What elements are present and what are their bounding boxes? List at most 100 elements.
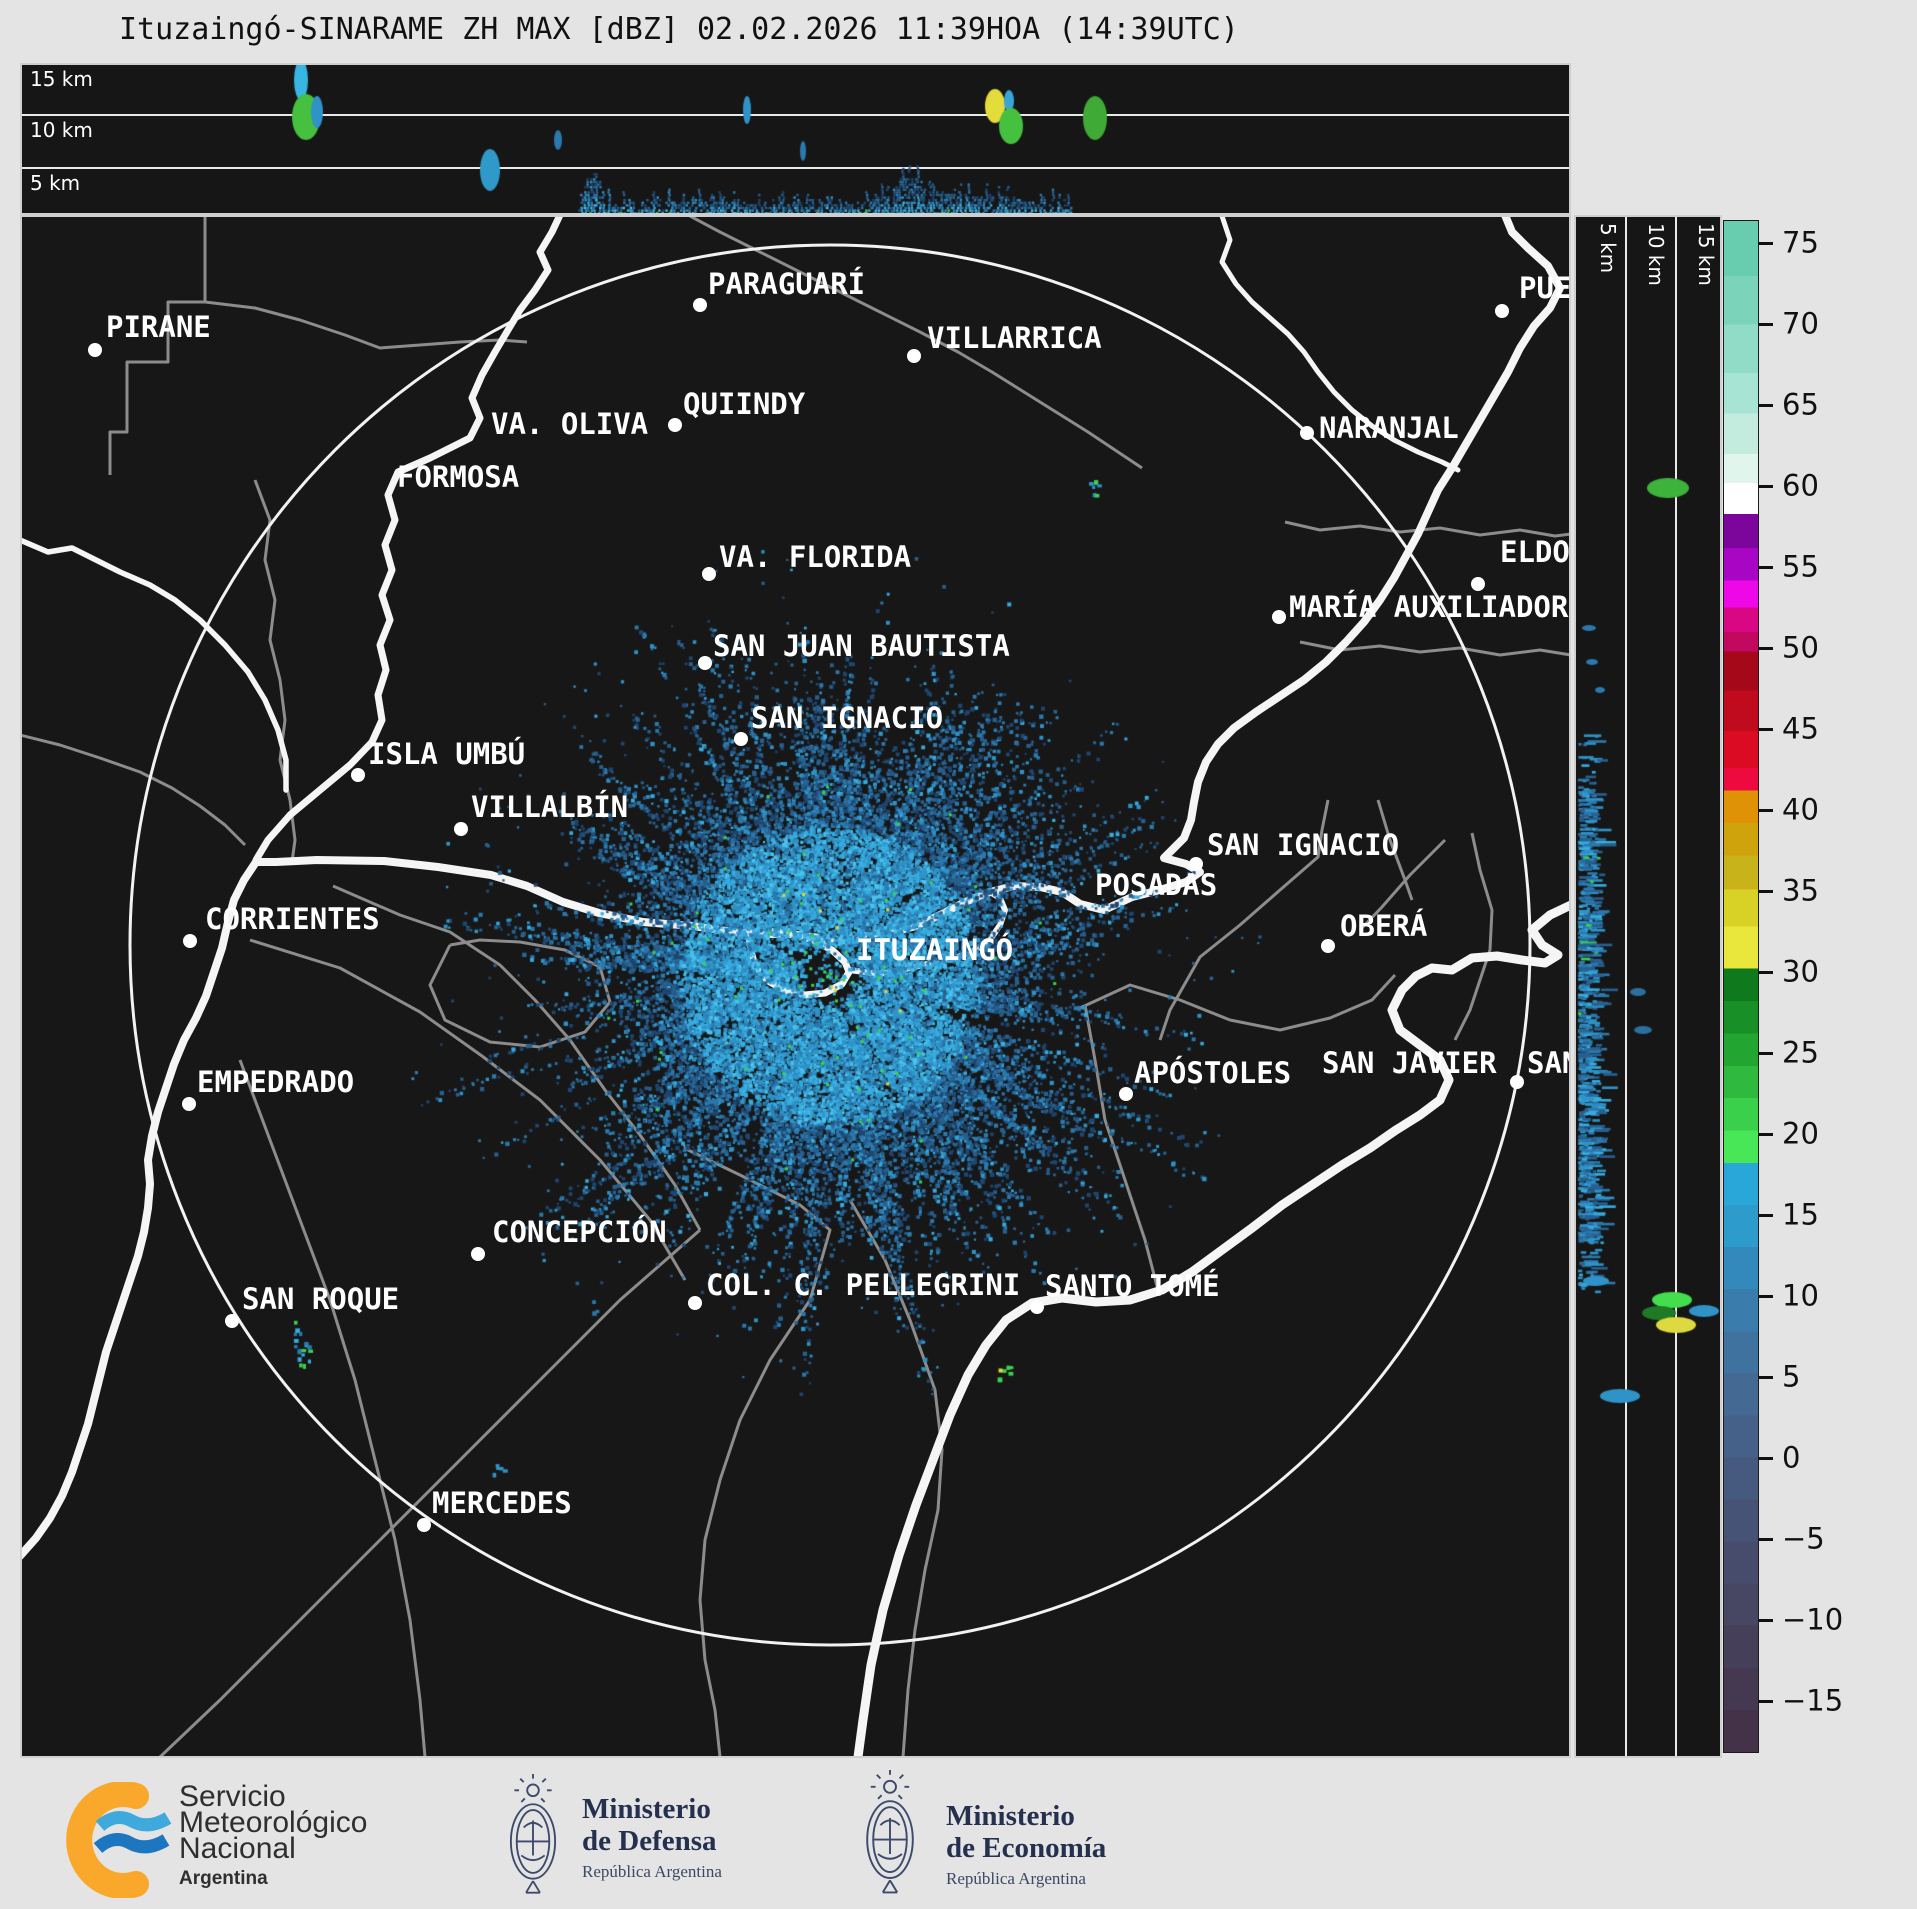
smn-line-2: Meteorológico [179,1806,368,1839]
colorbar-tick [1758,1538,1773,1541]
colorbar-tick-label: −15 [1782,1683,1844,1718]
colorbar-tick [1758,1457,1773,1460]
city-label: VA. OLIVA [491,407,649,441]
city-label: SAN ROQUE [242,1282,400,1316]
colorbar-tick-label: 55 [1782,549,1819,584]
colorbar-tick-label: 30 [1782,954,1819,989]
smn-line-3: Nacional [179,1832,296,1865]
top-panel-label-5km: 5 km [30,171,81,195]
colorbar-tick [1758,323,1773,326]
defensa-line-2: de Defensa [582,1825,717,1857]
smn-line-4: Argentina [179,1868,268,1889]
city-dot [1510,1075,1524,1089]
colorbar-tick-label: 70 [1782,306,1819,341]
colorbar-tick-label: 15 [1782,1197,1819,1232]
city-dot [225,1314,239,1328]
colorbar-tick-label: 20 [1782,1116,1819,1151]
city-dot [182,1097,196,1111]
smn-line-1: Servicio [179,1780,286,1813]
city-dot [471,1247,485,1261]
city-dot [907,349,921,363]
colorbar-tick-label: 0 [1782,1440,1801,1475]
city-label: SAN [1527,1046,1569,1080]
city-dot [417,1518,431,1532]
city-dot [1030,1300,1044,1314]
colorbar-tick [1758,566,1773,569]
city-dot [702,567,716,581]
defensa-coat-of-arms-icon [498,1774,568,1906]
top-panel-echo-layer [22,65,1569,213]
economia-line-2: de Economía [946,1832,1107,1864]
city-label: ISLA UMBÚ [368,737,526,771]
right-cross-section-panel: 5 km 10 km 15 km [1574,215,1722,1758]
city-dot [454,822,468,836]
city-label: OBERÁ [1340,909,1428,943]
city-label: SAN JAVIER [1322,1046,1497,1080]
city-label: CONCEPCIÓN [492,1215,667,1249]
city-dot [734,732,748,746]
city-label: SANTO TOMÉ [1045,1269,1220,1303]
colorbar-tick [1758,809,1773,812]
colorbar-tick [1758,1133,1773,1136]
side-panel-label-5km: 5 km [1596,223,1620,274]
city-label: PARAGUARÍ [708,267,866,301]
city-dot [88,343,102,357]
city-dot [183,934,197,948]
colorbar-tick-label: 10 [1782,1278,1819,1313]
defensa-wordmark: Ministerio de Defensa República Argentin… [582,1793,722,1882]
economia-coat-of-arms-icon [854,1770,926,1906]
colorbar-tick [1758,1052,1773,1055]
side-panel-label-15km: 15 km [1694,223,1718,286]
colorbar-tick [1758,1700,1773,1703]
city-dot [1119,1087,1133,1101]
city-label: SAN IGNACIO [1207,828,1400,862]
smn-wordmark: Servicio Meteorológico Nacional Argentin… [179,1780,368,1890]
colorbar-tick [1758,1214,1773,1217]
economia-line-1: Ministerio [946,1800,1075,1832]
city-label: MARÍA AUXILIADORA [1289,590,1571,624]
city-label: SAN JUAN BAUTISTA [713,629,1010,663]
city-dot [351,768,365,782]
city-dot [668,418,682,432]
city-label: COL. C. PELLEGRINI [706,1268,1021,1302]
colorbar-tick [1758,1376,1773,1379]
top-panel-label-10km: 10 km [30,118,93,142]
colorbar-tick-label: −5 [1782,1521,1825,1556]
colorbar [1723,220,1759,1753]
city-label: QUIINDY [683,387,806,421]
economia-line-3: República Argentina [946,1869,1086,1888]
city-label: FORMOSA [397,460,520,494]
economia-wordmark: Ministerio de Economía República Argenti… [946,1800,1106,1889]
city-label: POSADAS [1095,868,1218,902]
city-dot [1495,304,1509,318]
city-label-layer: PIRANE PARAGUARÍ VILLARRICA QUIINDY VA. OLIV… [22,217,1569,1756]
city-label: PIRANE [106,310,211,344]
page-title: Ituzaingó-SINARAME ZH MAX [dBZ] 02.02.20… [119,12,1239,47]
city-dot [1272,610,1286,624]
city-label: ITUZAINGÓ [856,933,1014,967]
city-dot [688,1296,702,1310]
city-label: PUERTO [1519,271,1571,305]
city-dot [693,298,707,312]
city-label: VILLALBÍN [471,790,629,824]
colorbar-tick-label: 40 [1782,792,1819,827]
side-panel-label-10km: 10 km [1644,223,1668,286]
colorbar-tick [1758,1619,1773,1622]
colorbar-tick-label: 50 [1782,630,1819,665]
city-dot [698,656,712,670]
city-label: VILLARRICA [927,321,1102,355]
city-label: EMPEDRADO [197,1065,355,1099]
city-label: NARANJAL [1319,411,1459,445]
city-label: ELDORADO [1500,535,1570,569]
colorbar-tick [1758,1295,1773,1298]
colorbar-tick [1758,404,1773,407]
colorbar-tick [1758,890,1773,893]
colorbar-tick-label: −10 [1782,1602,1844,1637]
city-dot [1321,939,1335,953]
colorbar-tick [1758,728,1773,731]
defensa-line-3: República Argentina [582,1862,722,1881]
city-dot [1300,426,1314,440]
city-label: APÓSTOLES [1134,1056,1292,1090]
colorbar-tick [1758,485,1773,488]
side-panel-echo-layer [1576,217,1720,1756]
